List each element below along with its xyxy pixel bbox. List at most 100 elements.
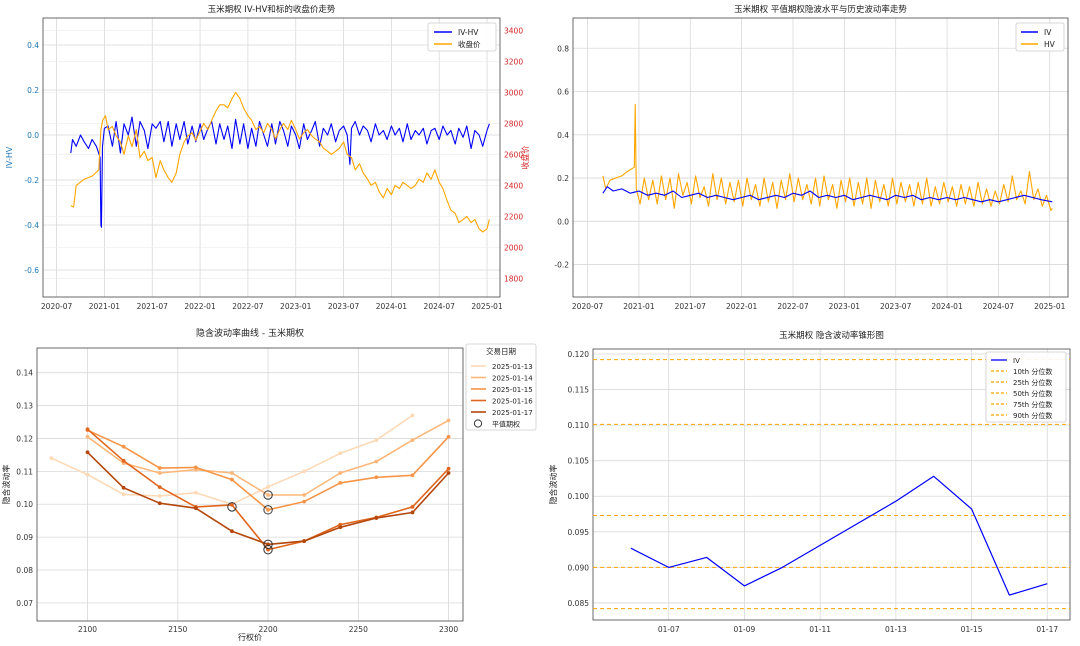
y-tick-label: 0.085 [568, 599, 590, 608]
series-point-1 [410, 438, 415, 442]
x-tick-label: 2020-07 [572, 302, 604, 311]
series-point-1 [302, 493, 307, 497]
x-tick-label: 2023-01 [280, 302, 312, 311]
chart-volatility-smile: 隐含波动率曲线 - 玉米期权 2100 2150 2200 2250 2300 0.14 0.… [1, 327, 537, 642]
series-line-0 [630, 475, 1048, 596]
series-point-2 [157, 466, 162, 470]
x-tick-label: 2023-07 [880, 302, 912, 311]
series-point-0 [157, 494, 162, 498]
series-point-4 [157, 501, 162, 506]
y-axis-label: IV-HV [5, 146, 14, 168]
series-point-1 [266, 493, 270, 497]
y2-tick-label: 3400 [504, 26, 523, 35]
x-tick-label: 2025-01 [1034, 302, 1066, 311]
chart-title: 玉米期权 隐含波动率锥形图 [779, 330, 884, 341]
y-tick-label: 0.100 [568, 492, 590, 501]
series-point-4 [230, 529, 234, 534]
x-tick-label: 01-17 [1036, 625, 1058, 634]
y2-tick-label: 1800 [504, 274, 523, 283]
series-point-3 [85, 427, 90, 432]
y2-tick-label: 2200 [504, 212, 523, 221]
x-tick-label: 2023-07 [328, 302, 360, 311]
series-point-4 [374, 516, 379, 520]
legend-label: 10th 分位数 [1013, 367, 1052, 376]
legend-label: 75th 分位数 [1013, 400, 1052, 409]
y2-tick-label: 2400 [504, 181, 523, 190]
y-tick-label: 0.6 [557, 88, 569, 97]
series-point-2 [302, 499, 307, 504]
atm-marker [263, 505, 273, 515]
y-tick-label: -0.2 [554, 261, 569, 270]
y-tick-label: 0.095 [568, 528, 590, 537]
x-tick-label: 2021-01 [89, 302, 121, 311]
y-tick-label: 0.120 [568, 350, 590, 359]
series-point-2 [410, 473, 415, 478]
y-tick-label: -0.6 [24, 266, 39, 275]
y-tick-label: 0.4 [27, 41, 39, 50]
series-point-0 [302, 469, 307, 474]
chart-title: 玉米期权 平值期权隐波水平与历史波动率走势 [734, 4, 907, 15]
series-point-0 [121, 492, 126, 497]
series-point-1 [157, 471, 162, 475]
x-tick-label: 2024-07 [983, 302, 1015, 311]
series-point-2 [121, 444, 126, 449]
series-point-2 [266, 507, 270, 512]
series-point-2 [374, 475, 379, 480]
y-tick-label: 0.11 [16, 467, 33, 476]
chart-title: 玉米期权 IV-HV和标的收盘价走势 [208, 4, 336, 15]
x-tick-label: 2022-01 [726, 302, 758, 311]
legend-label: 2025-01-14 [492, 375, 533, 383]
y2-tick-label: 2600 [504, 150, 523, 159]
series-point-2 [230, 477, 234, 482]
x-axis-label: 行权价 [238, 632, 262, 642]
y-tick-label: 0.09 [16, 533, 33, 542]
legend-label: 25th 分位数 [1013, 378, 1052, 387]
chart-ivhv-price: 玉米期权 IV-HV和标的收盘价走势 2020-07 2021-01 2021-07 2… [5, 4, 530, 311]
panel-cone: 玉米期权 隐含波动率锥形图 01-07 01-09 01-11 01-13 01-15 01… [540, 323, 1080, 646]
y2-tick-label: 2800 [504, 119, 523, 128]
legend-label: 收盘价 [458, 39, 481, 49]
series-point-2 [193, 465, 198, 470]
y-tick-label: 0.12 [16, 434, 33, 443]
y2-tick-label: 3000 [504, 88, 523, 97]
y-tick-label: 0.07 [16, 599, 33, 608]
y-tick-label: 0.2 [27, 86, 39, 95]
x-tick-label: 01-15 [961, 625, 983, 634]
series-point-1 [338, 471, 343, 475]
x-tick-label: 2021-01 [623, 302, 655, 311]
x-tick-label: 2250 [349, 625, 368, 634]
series-point-3 [157, 485, 162, 490]
series-line-1 [602, 103, 1053, 212]
legend-label: 50th 分位数 [1013, 389, 1052, 398]
y-tick-label: -0.2 [24, 176, 39, 185]
x-tick-label: 2021-07 [675, 302, 707, 311]
y-axis-label: 隐含波动率 [548, 465, 558, 505]
series-point-0 [266, 484, 270, 489]
x-tick-label: 2022-01 [184, 302, 216, 311]
plot-frame [592, 348, 1071, 621]
atm-marker [263, 539, 273, 550]
series-point-3 [230, 502, 234, 507]
y-tick-label: 0.110 [568, 421, 590, 430]
atm-marker [263, 490, 273, 500]
series-line-1 [70, 91, 490, 233]
series-point-1 [230, 471, 234, 475]
series-line-0 [602, 186, 1053, 203]
series-point-4 [121, 485, 126, 490]
atm-marker [263, 544, 273, 555]
y-tick-label: 0.10 [16, 500, 33, 509]
x-tick-label: 01-13 [885, 625, 907, 634]
legend-label: 90th 分位数 [1013, 411, 1052, 420]
plot-frame [36, 347, 464, 622]
y-tick-label: 0.115 [568, 386, 590, 395]
plot-frame [42, 17, 501, 298]
panel-iv-hv: 玉米期权 平值期权隐波水平与历史波动率走势 2020-07 2021-01 2021-… [540, 0, 1080, 323]
chart-volatility-cone: 玉米期权 隐含波动率锥形图 01-07 01-09 01-11 01-13 01-15 01… [548, 330, 1071, 634]
series-point-4 [193, 506, 198, 511]
x-tick-label: 01-07 [658, 625, 680, 634]
legend-label: 2025-01-13 [492, 363, 533, 371]
series-point-4 [410, 510, 415, 515]
legend-label: IV [1044, 28, 1052, 37]
series-line-0 [70, 116, 490, 228]
series-point-0 [85, 472, 90, 477]
